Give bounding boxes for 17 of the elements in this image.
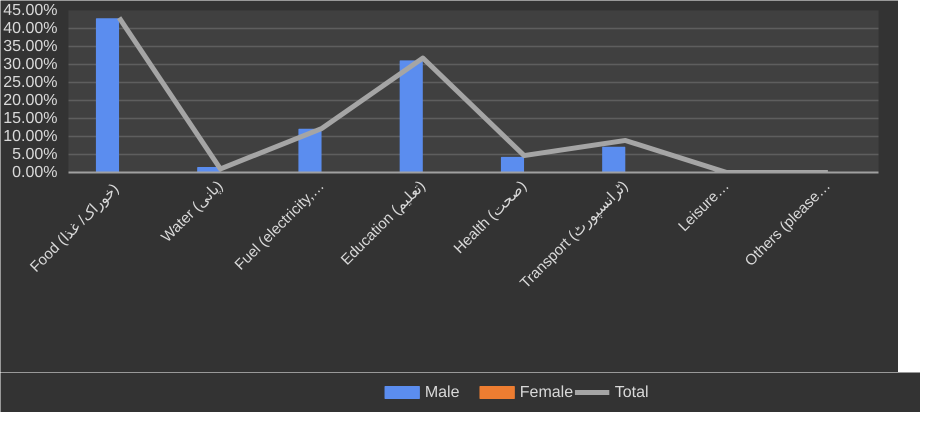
y-tick-label: 0.00% — [12, 164, 58, 181]
y-tick-label: 5.00% — [12, 146, 58, 163]
legend-label: Total — [614, 384, 649, 401]
y-tick-label: 35.00% — [3, 38, 58, 55]
legend-label: Female — [520, 384, 574, 401]
x-tick-label: Health (صحت) — [450, 177, 530, 258]
y-tick-label: 40.00% — [3, 20, 58, 37]
y-tick-label: 30.00% — [3, 56, 58, 73]
y-tick-label: 20.00% — [3, 92, 58, 109]
x-tick-label: Education (تعلیم) — [338, 177, 429, 269]
x-tick-label: Water (پانی) — [158, 177, 226, 246]
y-tick-label: 25.00% — [3, 74, 58, 91]
y-tick-label: 15.00% — [3, 110, 58, 127]
y-tick-label: 10.00% — [3, 128, 58, 145]
legend-label: Male — [424, 384, 460, 401]
y-tick-label: 45.00% — [3, 2, 58, 19]
x-tick-label: Food (خوراک/ غذا) — [26, 180, 122, 276]
